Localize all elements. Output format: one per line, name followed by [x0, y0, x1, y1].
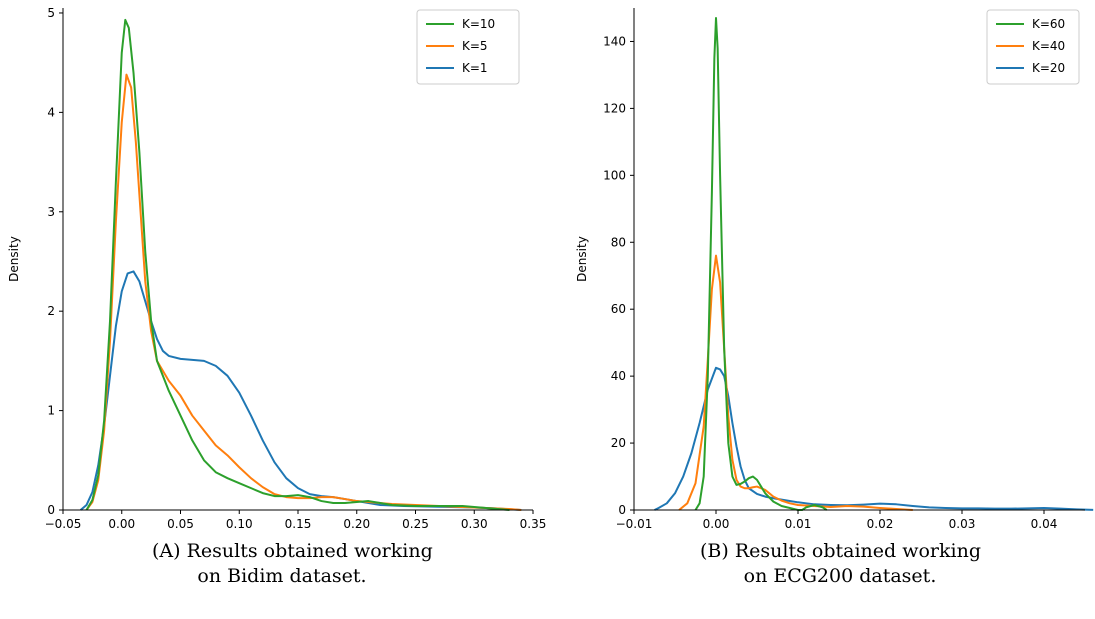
chart-a-x-tick-label: 0.35: [520, 517, 547, 531]
figure-canvas: −0.05 0.00 0.05 0.10 0.15 0.20 0.25 0.30 0.35012…: [7, 6, 1094, 531]
chart-b-y-axis-label: Density: [575, 236, 589, 282]
chart-b-legend-label: K=20: [1032, 61, 1065, 75]
chart-a-legend-label: K=1: [462, 61, 488, 75]
chart-b-legend-label: K=40: [1032, 39, 1065, 53]
chart-a-y-tick-label: 3: [47, 205, 55, 219]
chart-b-y-tick-label: 0: [618, 503, 626, 517]
chart-a-x-tick-label: 0.15: [285, 517, 312, 531]
chart-a-series-k10-line: [85, 18, 510, 511]
chart-b-x-tick-label: 0.00: [703, 517, 730, 531]
chart-a-x-tick-label: 0.00: [108, 517, 135, 531]
chart-a-series-k1-line: [79, 270, 522, 511]
chart-b-legend-label: K=60: [1032, 17, 1065, 31]
caption-a-line1: Results obtained working: [186, 540, 433, 562]
chart-b-series-k40-line: [678, 254, 913, 511]
chart-b-x-tick-label: 0.01: [785, 517, 812, 531]
chart-a-y-tick-label: 4: [47, 105, 55, 119]
chart-b-legend-box: [986, 9, 1080, 85]
chart-a-y-tick-label: 5: [47, 6, 55, 20]
chart-b-y-tick-label: 140: [603, 34, 626, 48]
chart-a-x-tick-label: 0.30: [461, 517, 488, 531]
chart-b-x-tick-label: 0.04: [1031, 517, 1058, 531]
chart-b-x-tick-label: 0.03: [949, 517, 976, 531]
caption-b: (B) Results obtained working on ECG200 d…: [700, 539, 981, 589]
chart-b-y-tick-label: 40: [611, 369, 626, 383]
chart-a-x-tick-label: 0.25: [402, 517, 429, 531]
chart-a-series-k5-line: [85, 73, 522, 511]
chart-b-y-tick-label: 20: [611, 436, 626, 450]
chart-a-y-tick-label: 1: [47, 404, 55, 418]
chart-a-legend-box: [416, 9, 520, 85]
caption-a-tag: (A): [152, 540, 181, 562]
chart-b-x-tick-label: 0.02: [867, 517, 894, 531]
caption-b-line2: on ECG200 dataset.: [743, 565, 937, 587]
chart-b-x-tick-label: −0.01: [616, 517, 653, 531]
chart-a-legend-label: K=5: [462, 39, 488, 53]
chart-a-y-tick-label: 2: [47, 304, 55, 318]
chart-b-series-k20-line: [654, 366, 1094, 511]
caption-b-tag: (B): [700, 540, 729, 562]
chart-b-y-tick-label: 100: [603, 168, 626, 182]
caption-a: (A) Results obtained working on Bidim da…: [152, 539, 433, 589]
caption-a-line2: on Bidim dataset.: [197, 565, 367, 587]
chart-b-y-tick-label: 120: [603, 101, 626, 115]
chart-a-y-tick-label: 0: [47, 503, 55, 517]
chart-a-x-tick-label: 0.20: [343, 517, 370, 531]
chart-b-ecg200: −0.01 0.00 0.01 0.02 0.03 0.04 0 20 40 60 80 100 120…: [575, 8, 1094, 531]
chart-a-x-tick-label: −0.05: [45, 517, 82, 531]
caption-b-line1: Results obtained working: [734, 540, 981, 562]
chart-b-y-tick-label: 80: [611, 235, 626, 249]
chart-a-x-tick-label: 0.05: [167, 517, 194, 531]
chart-a-legend-label: K=10: [462, 17, 495, 31]
chart-a-bidim: −0.05 0.00 0.05 0.10 0.15 0.20 0.25 0.30 0.35 0 1 2…: [7, 6, 546, 531]
chart-b-y-tick-label: 60: [611, 302, 626, 316]
chart-a-y-axis-label: Density: [7, 236, 21, 282]
chart-a-x-tick-label: 0.10: [226, 517, 253, 531]
